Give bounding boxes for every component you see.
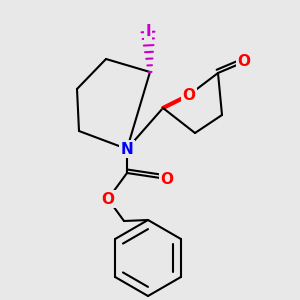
Text: O: O	[182, 88, 196, 103]
Text: I: I	[145, 25, 151, 40]
Text: O: O	[160, 172, 173, 187]
Text: N: N	[121, 142, 134, 157]
Text: O: O	[101, 191, 115, 206]
Text: O: O	[238, 55, 250, 70]
